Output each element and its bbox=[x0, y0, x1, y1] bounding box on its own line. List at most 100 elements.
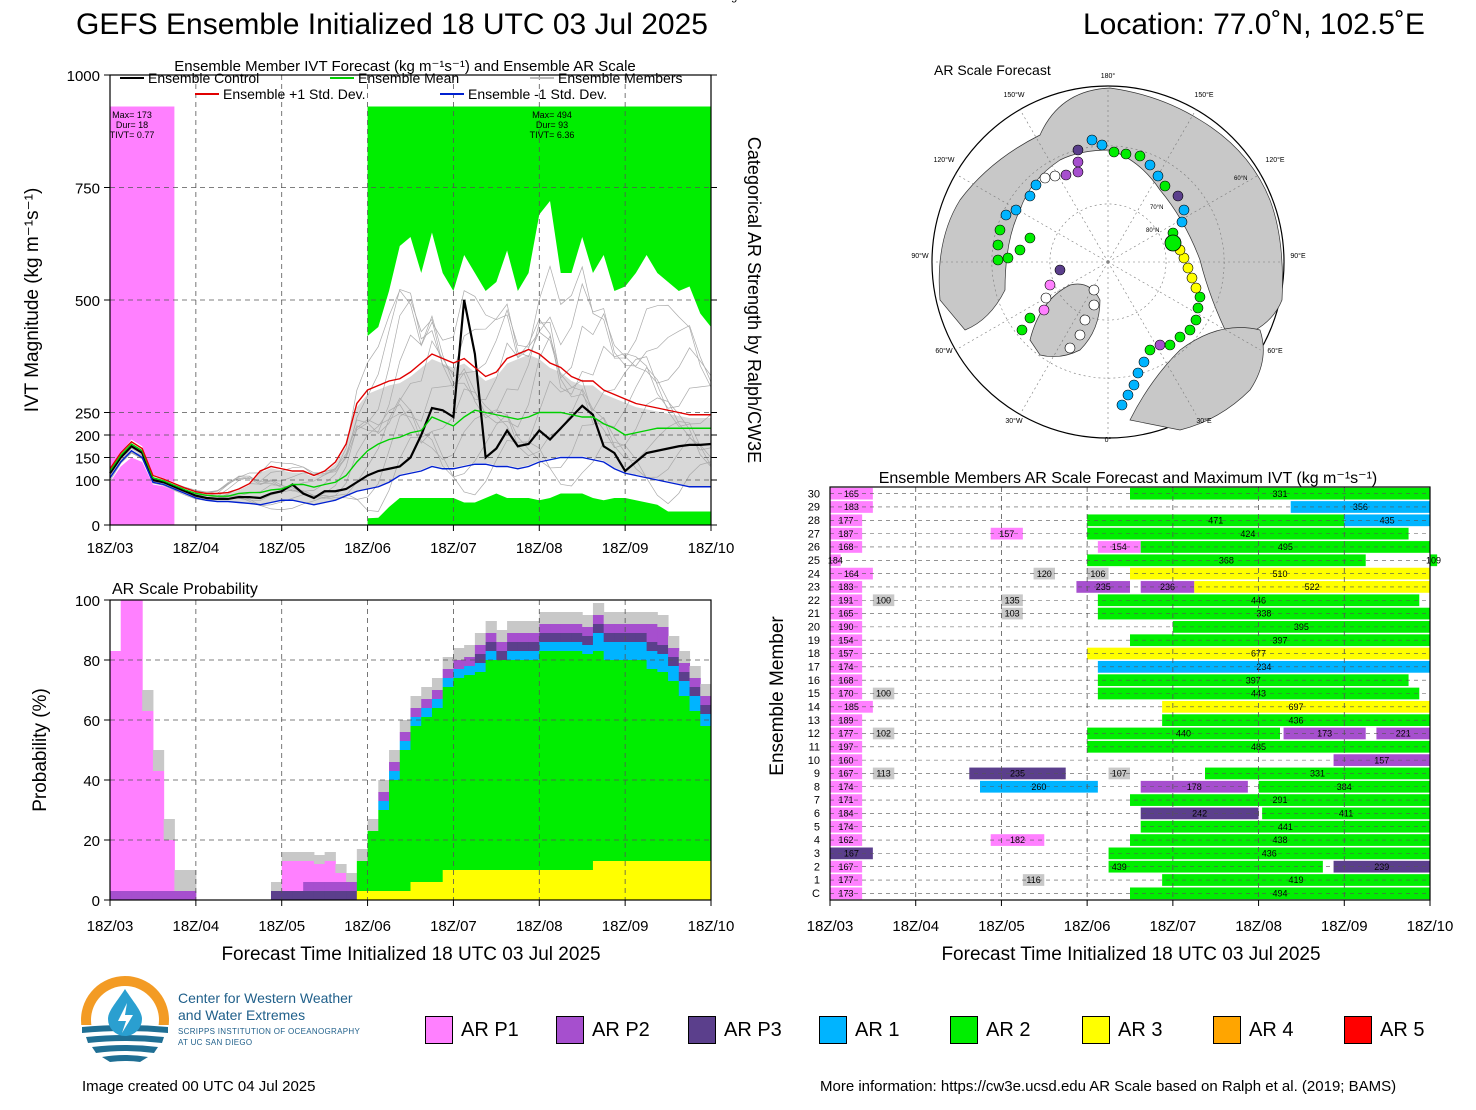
annotation-text: Max= 173 bbox=[112, 110, 152, 120]
prob-bar-ar-p2 bbox=[625, 624, 637, 633]
map-track-dot bbox=[1144, 344, 1156, 356]
prob-bar-ar-p2 bbox=[303, 882, 315, 891]
prob-bar-ar-2 bbox=[592, 651, 605, 861]
prob-bar-ar-p3 bbox=[668, 657, 680, 666]
prob-bar-gray bbox=[142, 690, 154, 711]
prob-bar-ar-3 bbox=[378, 891, 390, 900]
prob-bar-gray bbox=[657, 615, 669, 627]
map-lon-label: 150°W bbox=[1003, 91, 1024, 99]
prob-bar-gray bbox=[485, 621, 497, 633]
prob-bar-ar-p2 bbox=[474, 645, 487, 654]
x-tick-label: 18Z/07 bbox=[430, 918, 477, 935]
x-tick-label: 18Z/05 bbox=[978, 918, 1025, 935]
map-lat-label: 70°N bbox=[1150, 205, 1163, 211]
member-label: 1 bbox=[814, 875, 820, 887]
prob-bar-gray bbox=[335, 864, 347, 873]
prob-bar-ar-p2 bbox=[335, 882, 347, 891]
prob-bar-gray bbox=[539, 612, 551, 624]
member-frame bbox=[829, 486, 1431, 901]
legend-label: AR P2 bbox=[592, 1019, 650, 1041]
member-max-ivt: 135 bbox=[1005, 595, 1020, 605]
map-track-dot bbox=[1108, 146, 1120, 158]
member-segment bbox=[1430, 554, 1438, 567]
prob-chart-title: AR Scale Probability bbox=[112, 581, 258, 598]
member-segment bbox=[830, 554, 841, 567]
series-ensemble-1-std-dev- bbox=[109, 348, 711, 495]
prob-bar-ar-1 bbox=[678, 681, 691, 696]
map-lon-label: 30°W bbox=[1005, 417, 1023, 425]
prob-bar-ar-p1 bbox=[303, 861, 315, 882]
prob-bar-ar-p3 bbox=[292, 891, 304, 900]
prob-bar-ar-2 bbox=[560, 651, 572, 870]
map-meridian bbox=[1019, 261, 1109, 415]
prob-bar-ar-p3 bbox=[539, 633, 551, 642]
prob-bar-ar-p2 bbox=[110, 891, 122, 900]
map-track-dot bbox=[994, 224, 1006, 236]
prob-bar-ar-p2 bbox=[431, 690, 444, 699]
prob-bar-ar-2 bbox=[700, 726, 712, 861]
prob-bar-ar-2 bbox=[635, 660, 648, 861]
prob-bar-ar-p2 bbox=[582, 627, 594, 636]
prob-bar-ar-1 bbox=[582, 645, 594, 654]
prob-bar-ar-3 bbox=[668, 861, 680, 900]
prob-bar-ar-3 bbox=[517, 870, 530, 900]
prob-bar-ar-3 bbox=[474, 870, 487, 900]
prob-bar-ar-p2 bbox=[657, 627, 669, 645]
map-track-dot bbox=[1054, 264, 1066, 276]
prob-bar-ar-2 bbox=[528, 660, 540, 870]
prob-bar-ar-1 bbox=[507, 651, 519, 660]
map-track-dot bbox=[1072, 156, 1084, 168]
prob-x-label: Forecast Time Initialized 18 UTC 03 Jul … bbox=[221, 944, 600, 965]
prob-bar-ar-p1 bbox=[281, 861, 293, 891]
prob-bar-gray bbox=[678, 651, 691, 663]
map-track-dot bbox=[1024, 190, 1036, 202]
y-tick-label: 80 bbox=[83, 653, 100, 670]
prob-bar-ar-p2 bbox=[571, 624, 583, 633]
member-segment bbox=[830, 487, 873, 500]
map-lon-label: 0° bbox=[1105, 436, 1112, 444]
member-segment bbox=[1344, 514, 1430, 527]
annotation-text: Max= 494 bbox=[532, 110, 572, 120]
map-track-dot bbox=[1152, 170, 1164, 182]
category-label: Not an AR bbox=[696, 0, 746, 3]
map-track-dot bbox=[1000, 209, 1012, 221]
series-ensemble-mean bbox=[109, 409, 711, 497]
prob-bar-ar-p2 bbox=[378, 792, 390, 801]
map-lat-label: 60°N bbox=[1234, 176, 1247, 182]
y-tick-label: 750 bbox=[75, 181, 100, 198]
annotation-text: TIVT= 0.77 bbox=[110, 130, 155, 140]
prob-bar-ar-2 bbox=[485, 660, 497, 870]
prob-bar-ar-1 bbox=[689, 696, 701, 711]
prob-bar-ar-p3 bbox=[646, 642, 658, 651]
member-label: 4 bbox=[814, 835, 820, 847]
map-meridian bbox=[955, 173, 1109, 263]
member-x-label: Forecast Time Initialized 18 UTC 03 Jul … bbox=[941, 944, 1320, 965]
prob-bar-ar-2 bbox=[539, 651, 551, 870]
member-segment bbox=[830, 567, 873, 580]
map-meridian bbox=[1107, 261, 1261, 351]
map-track-dot bbox=[1024, 312, 1036, 324]
member-label: 3 bbox=[814, 848, 820, 860]
legend-swatch-ar-1 bbox=[819, 1016, 847, 1044]
map-track-dot bbox=[1072, 144, 1084, 156]
map-lon-label: 30°E bbox=[1196, 417, 1212, 425]
prob-bar-ar-p3 bbox=[614, 633, 626, 642]
member-label: 30 bbox=[808, 488, 820, 500]
member-max-ivt: 435 bbox=[1380, 515, 1395, 525]
prob-bar-ar-p2 bbox=[346, 882, 358, 891]
legend-label: AR 1 bbox=[855, 1019, 900, 1041]
prob-bar-ar-p3 bbox=[324, 891, 336, 900]
prob-bar-ar-p2 bbox=[485, 633, 497, 642]
prob-bar-gray bbox=[389, 750, 401, 762]
map-track-dot bbox=[1030, 179, 1042, 191]
member-label: 17 bbox=[808, 662, 820, 674]
prob-bar-ar-p3 bbox=[657, 645, 669, 654]
member-max-ivt: 183 bbox=[844, 502, 859, 512]
prob-bar-ar-1 bbox=[399, 741, 411, 750]
prob-bar-gray bbox=[346, 873, 358, 882]
prob-bar-ar-3 bbox=[442, 870, 454, 900]
member-label: 18 bbox=[808, 648, 820, 660]
prob-bar-ar-p2 bbox=[496, 642, 508, 651]
legend-swatch-ar-3 bbox=[1082, 1016, 1110, 1044]
prob-bar-ar-3 bbox=[678, 861, 691, 900]
